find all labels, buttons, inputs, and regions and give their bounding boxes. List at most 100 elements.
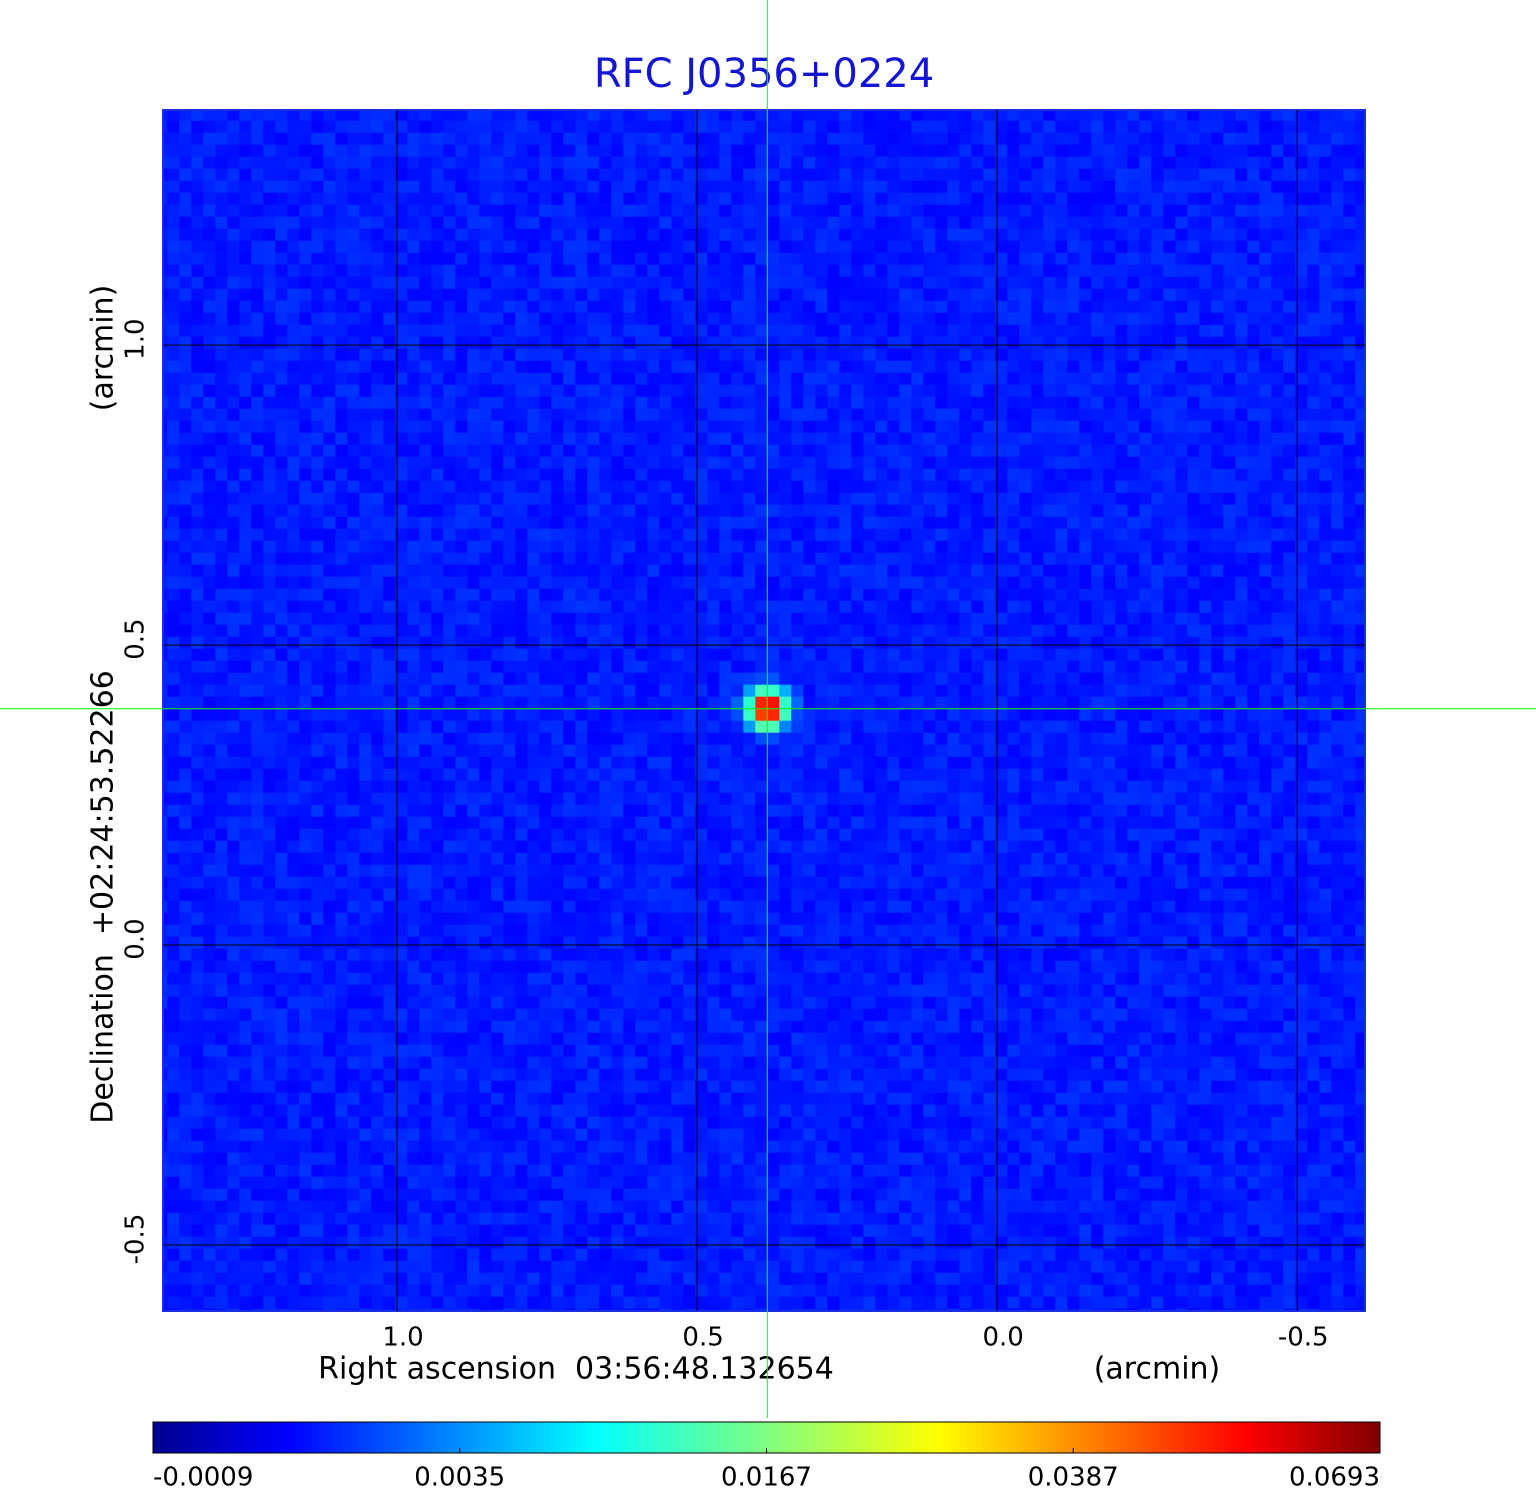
pixel (215, 624, 228, 638)
pixel (551, 156, 564, 170)
pixel (443, 384, 456, 398)
pixel (335, 420, 348, 434)
pixel (1295, 504, 1308, 518)
pixel (635, 612, 648, 626)
pixel (707, 372, 720, 386)
pixel (539, 672, 552, 686)
pixel (539, 144, 552, 158)
pixel (695, 588, 708, 602)
pixel (599, 408, 612, 422)
pixel (179, 504, 192, 518)
pixel (743, 600, 756, 614)
pixel (623, 684, 636, 698)
pixel (1235, 528, 1248, 542)
pixel (1103, 528, 1116, 542)
pixel (227, 110, 240, 122)
pixel (1139, 228, 1152, 242)
pixel (875, 348, 888, 362)
pixel (923, 312, 936, 326)
pixel (707, 252, 720, 266)
pixel (563, 180, 576, 194)
pixel (1319, 300, 1332, 314)
pixel (1139, 636, 1152, 650)
pixel (359, 396, 372, 410)
pixel (851, 132, 864, 146)
pixel (803, 600, 816, 614)
pixel (851, 240, 864, 254)
pixel (1187, 264, 1200, 278)
pixel (647, 324, 660, 338)
pixel (323, 288, 336, 302)
pixel (203, 576, 216, 590)
pixel (707, 168, 720, 182)
pixel (323, 564, 336, 578)
pixel (371, 276, 384, 290)
pixel (1103, 110, 1116, 122)
pixel (959, 576, 972, 590)
pixel (1055, 636, 1068, 650)
pixel (587, 372, 600, 386)
pixel (899, 204, 912, 218)
pixel (707, 396, 720, 410)
pixel (539, 636, 552, 650)
pixel (1199, 396, 1212, 410)
pixel (551, 336, 564, 350)
pixel (227, 492, 240, 506)
pixel (551, 504, 564, 518)
pixel (1295, 324, 1308, 338)
pixel (587, 624, 600, 638)
pixel (239, 110, 252, 122)
pixel (1283, 192, 1296, 206)
pixel (1211, 228, 1224, 242)
pixel (539, 120, 552, 134)
pixel (887, 480, 900, 494)
pixel (599, 156, 612, 170)
pixel (1151, 110, 1164, 122)
pixel (1163, 540, 1176, 554)
pixel (599, 216, 612, 230)
pixel (755, 492, 768, 506)
pixel (1283, 168, 1296, 182)
pixel (575, 240, 588, 254)
pixel (791, 636, 804, 650)
pixel (587, 228, 600, 242)
pixel (1259, 276, 1272, 290)
pixel (299, 384, 312, 398)
pixel (611, 360, 624, 374)
pixel (491, 612, 504, 626)
pixel (707, 156, 720, 170)
pixel (287, 432, 300, 446)
pixel (743, 288, 756, 302)
pixel (803, 396, 816, 410)
pixel (971, 216, 984, 230)
pixel (335, 228, 348, 242)
pixel (911, 372, 924, 386)
pixel (1055, 576, 1068, 590)
pixel (827, 360, 840, 374)
pixel (767, 252, 780, 266)
pixel (1007, 228, 1020, 242)
pixel (407, 516, 420, 530)
pixel (767, 480, 780, 494)
pixel (575, 696, 588, 710)
pixel (995, 444, 1008, 458)
pixel (827, 672, 840, 686)
pixel (1175, 420, 1188, 434)
pixel (1043, 180, 1056, 194)
pixel (815, 540, 828, 554)
pixel (163, 588, 168, 602)
pixel (163, 120, 168, 134)
pixel (1139, 600, 1152, 614)
pixel (1343, 324, 1356, 338)
pixel (395, 312, 408, 326)
pixel (203, 120, 216, 134)
pixel (707, 276, 720, 290)
pixel (371, 252, 384, 266)
pixel (911, 360, 924, 374)
pixel (671, 696, 684, 710)
pixel (1115, 492, 1128, 506)
pixel (383, 564, 396, 578)
pixel (163, 468, 168, 482)
pixel (623, 120, 636, 134)
pixel (803, 480, 816, 494)
